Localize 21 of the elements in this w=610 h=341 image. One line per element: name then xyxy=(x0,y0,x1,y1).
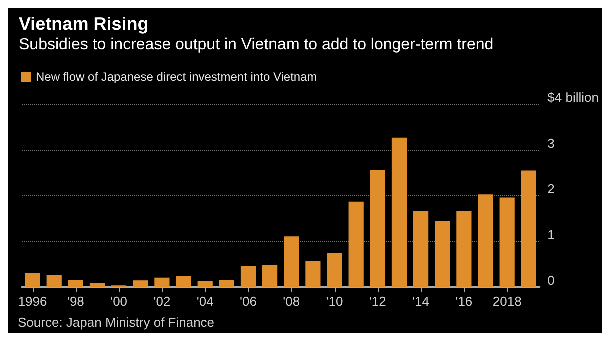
x-tick-label: '98 xyxy=(67,294,84,309)
x-tick-label: '00 xyxy=(110,294,128,309)
x-tick-label: '08 xyxy=(283,294,300,309)
y-tick-label: 1 xyxy=(548,227,555,242)
source-note: Source: Japan Ministry of Finance xyxy=(18,315,215,330)
x-tick-label: '14 xyxy=(412,294,430,309)
legend-label: New flow of Japanese direct investment into Vietnam xyxy=(36,70,318,84)
y-tick-label: 3 xyxy=(548,136,555,151)
chart-title: Vietnam Rising xyxy=(19,14,149,34)
chart-subtitle: Subsidies to increase output in Vietnam to add to longer-term trend xyxy=(19,36,494,54)
x-tick-label: '02 xyxy=(154,294,171,309)
y-tick-label: 0 xyxy=(548,273,555,288)
x-tick-label: 2018 xyxy=(492,294,522,309)
x-tick-label: '12 xyxy=(369,294,386,309)
y-tick-label: $4 billion xyxy=(548,90,600,105)
x-tick-label: '06 xyxy=(240,294,257,309)
x-tick-label: '16 xyxy=(456,294,473,309)
x-tick-label: '04 xyxy=(196,294,214,309)
x-tick-label: '10 xyxy=(326,294,344,309)
x-tick-label: 1996 xyxy=(18,294,48,309)
y-tick-label: 2 xyxy=(548,182,555,196)
